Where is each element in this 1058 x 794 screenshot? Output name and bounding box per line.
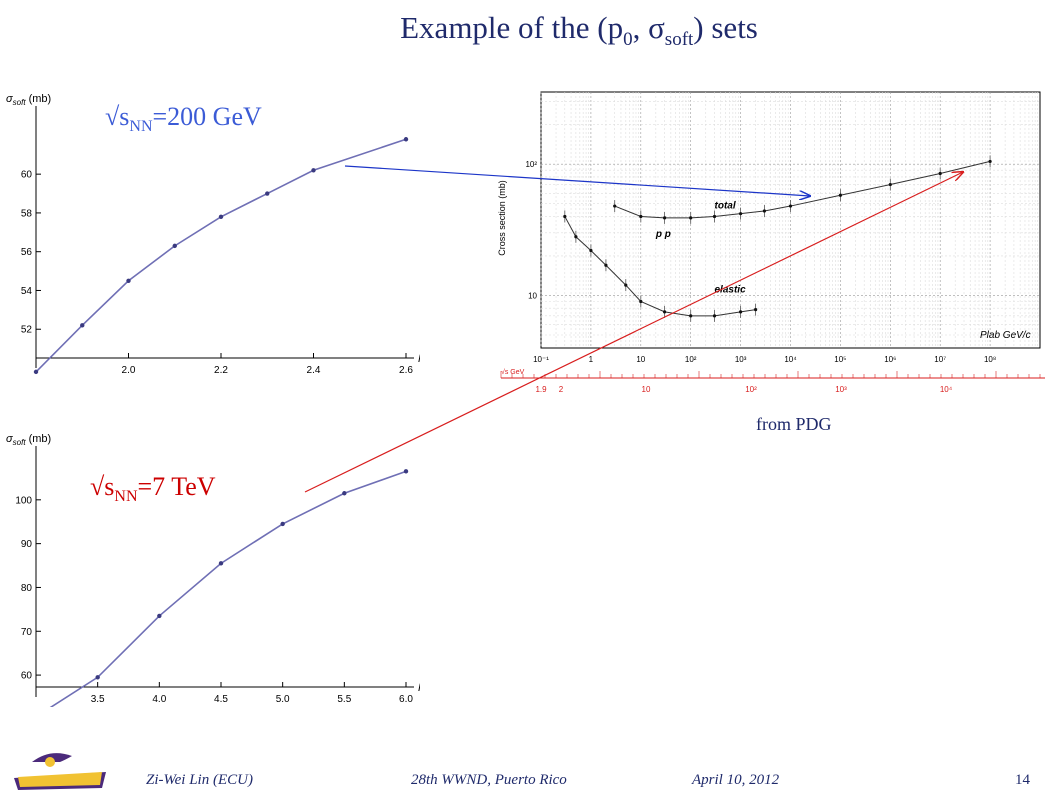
data-point — [33, 369, 39, 375]
data-point — [589, 248, 593, 253]
x-tick-label: 6.0 — [399, 694, 413, 705]
x-tick-label: 10⁻¹ — [533, 355, 549, 364]
data-point — [80, 323, 85, 328]
y-tick-label: 60 — [21, 170, 33, 181]
y-tick-label: 58 — [21, 208, 33, 219]
data-point — [762, 209, 767, 213]
secondary-tick-label: 10 — [642, 385, 651, 394]
secondary-tick-label: 10⁴ — [940, 385, 953, 394]
data-point — [938, 171, 942, 176]
y-axis-label: σsoft (mb) — [6, 93, 51, 107]
data-point — [988, 159, 992, 164]
x-tick-label: 10⁴ — [784, 355, 797, 364]
y-tick-label: 90 — [21, 539, 33, 550]
x-tick-label: 2.4 — [307, 365, 321, 376]
energy-label-200gev: √sNN=200 GeV — [105, 102, 262, 136]
data-point — [218, 214, 224, 219]
secondary-tick-label: 2 — [559, 385, 564, 394]
x-tick-label: 2.6 — [399, 365, 413, 376]
pdg-source-note: from PDG — [756, 414, 832, 434]
data-point — [838, 193, 842, 197]
slide-title: Example of the (p0, σsoft) sets — [400, 10, 758, 51]
x-axis-label: P0 (GeV/c) — [418, 682, 420, 696]
energy-label-7tev: √sNN=7 TeV — [90, 472, 216, 506]
x-tick-label: 10⁶ — [884, 355, 896, 364]
annotation-elastic: elastic — [715, 285, 747, 296]
secondary-tick-label: 1.9 — [535, 385, 547, 394]
y-tick-label: 10 — [528, 291, 537, 300]
data-point — [126, 278, 131, 283]
x-tick-label: 10⁵ — [834, 355, 846, 364]
data-point — [172, 243, 177, 249]
data-point — [788, 204, 793, 208]
data-point — [739, 212, 743, 216]
page-number: 14 — [1015, 772, 1030, 788]
data-point — [754, 308, 758, 312]
y-axis-label: σsoft (mb) — [6, 433, 51, 447]
x-tick-label: 10⁷ — [934, 355, 946, 364]
y-tick-label: 100 — [15, 495, 32, 506]
data-point — [712, 314, 717, 318]
data-point — [639, 299, 643, 304]
data-point — [342, 491, 347, 496]
x-tick-label: 5.0 — [276, 694, 290, 705]
data-point — [403, 137, 409, 142]
footer-event: 28th WWND, Puerto Rico — [411, 772, 567, 788]
x-tick-label: 10³ — [735, 355, 747, 364]
footer-date: April 10, 2012 — [692, 772, 780, 788]
data-point — [639, 214, 643, 219]
data-point — [739, 310, 743, 314]
pirates-logo — [14, 753, 106, 790]
data-point — [663, 216, 667, 220]
data-point — [689, 314, 693, 318]
data-point — [624, 283, 628, 287]
data-point — [689, 216, 693, 220]
data-point — [157, 613, 162, 619]
data-point — [604, 263, 608, 267]
y-tick-label: 56 — [21, 247, 33, 258]
x-tick-label: 2.2 — [214, 365, 228, 376]
y-tick-label: 70 — [21, 627, 33, 638]
chart-pdg-cross-section: 10⁻¹ 1 10 10² 10³ 10⁴ 10⁵ 10⁶ 10⁷ 10⁸ 10 10² Cross s… — [497, 91, 1045, 394]
data-point — [403, 469, 409, 474]
data-point — [888, 182, 892, 187]
y-axis-label: Cross section (mb) — [497, 180, 507, 256]
data-point — [563, 214, 567, 219]
x-tick-label: 4.0 — [152, 694, 166, 705]
x-tick-label: 5.5 — [337, 694, 351, 705]
data-point — [280, 521, 285, 527]
footer-author: Zi-Wei Lin (ECU) — [146, 772, 253, 788]
annotation-total: total — [715, 200, 736, 211]
data-point — [574, 235, 578, 239]
data-point — [712, 214, 717, 219]
data-point — [95, 675, 100, 680]
x-tick-label: 10 — [636, 355, 645, 364]
data-point — [311, 168, 316, 173]
data-point — [265, 191, 270, 196]
x-tick-label: 2.0 — [122, 365, 136, 376]
y-tick-label: 54 — [21, 286, 33, 297]
secondary-tick-label: 10³ — [835, 385, 847, 394]
series-line — [35, 138, 407, 373]
x-tick-label: 1 — [589, 355, 594, 364]
y-tick-label: 10² — [525, 160, 537, 169]
secondary-axis-label: √s GeV — [501, 368, 525, 376]
x-tick-label: 4.5 — [214, 694, 228, 705]
y-tick-label: 52 — [21, 325, 33, 336]
y-tick-label: 80 — [21, 583, 33, 594]
data-point — [613, 204, 617, 208]
data-point — [218, 561, 224, 566]
x-axis-label: Plab GeV/c — [980, 330, 1031, 341]
data-point — [663, 310, 667, 314]
x-tick-label: 3.5 — [91, 694, 105, 705]
y-tick-label: 60 — [21, 671, 33, 682]
x-tick-label: 10⁸ — [984, 355, 996, 364]
series-line — [49, 470, 407, 707]
x-axis-label: P0 (GeV/c) — [418, 353, 420, 367]
secondary-tick-label: 10² — [745, 385, 757, 394]
annotation-pp: p p — [655, 229, 671, 240]
x-tick-label: 10² — [685, 355, 697, 364]
